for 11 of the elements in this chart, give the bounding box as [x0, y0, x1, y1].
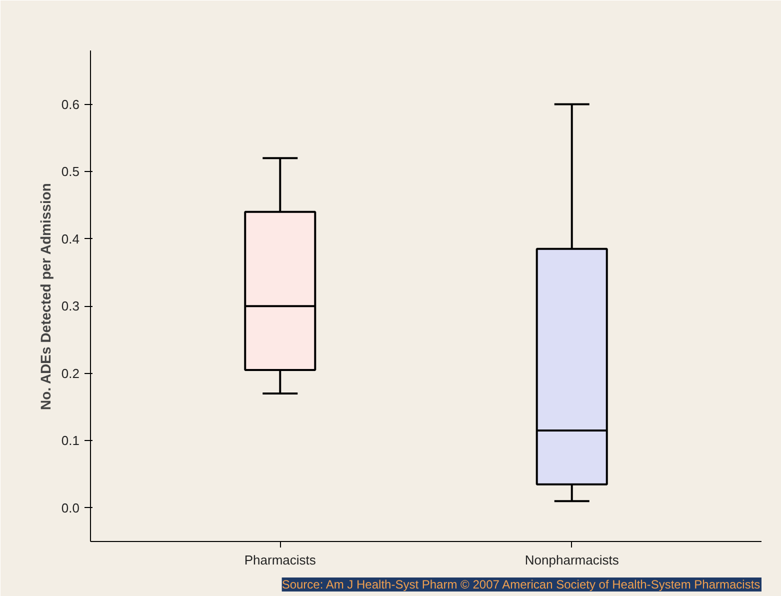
x-tick-label: Nonpharmacists [524, 552, 620, 568]
y-tick-label: 0.0 [61, 500, 80, 516]
y-tick-label: 0.6 [61, 96, 80, 112]
x-tick-label: Pharmacists [244, 552, 316, 568]
y-tick-label: 0.1 [61, 433, 80, 448]
y-tick-label: 0.4 [61, 231, 80, 246]
source-note: Source: Am J Health-Syst Pharm © 2007 American Society of Health-System Pharmacists [282, 578, 760, 592]
y-tick-label: 0.2 [61, 366, 80, 381]
y-tick-label: 0.3 [61, 298, 80, 314]
y-tick-label: 0.5 [61, 164, 80, 180]
y-axis-title: No. ADEs Detected per Admission [37, 183, 54, 410]
